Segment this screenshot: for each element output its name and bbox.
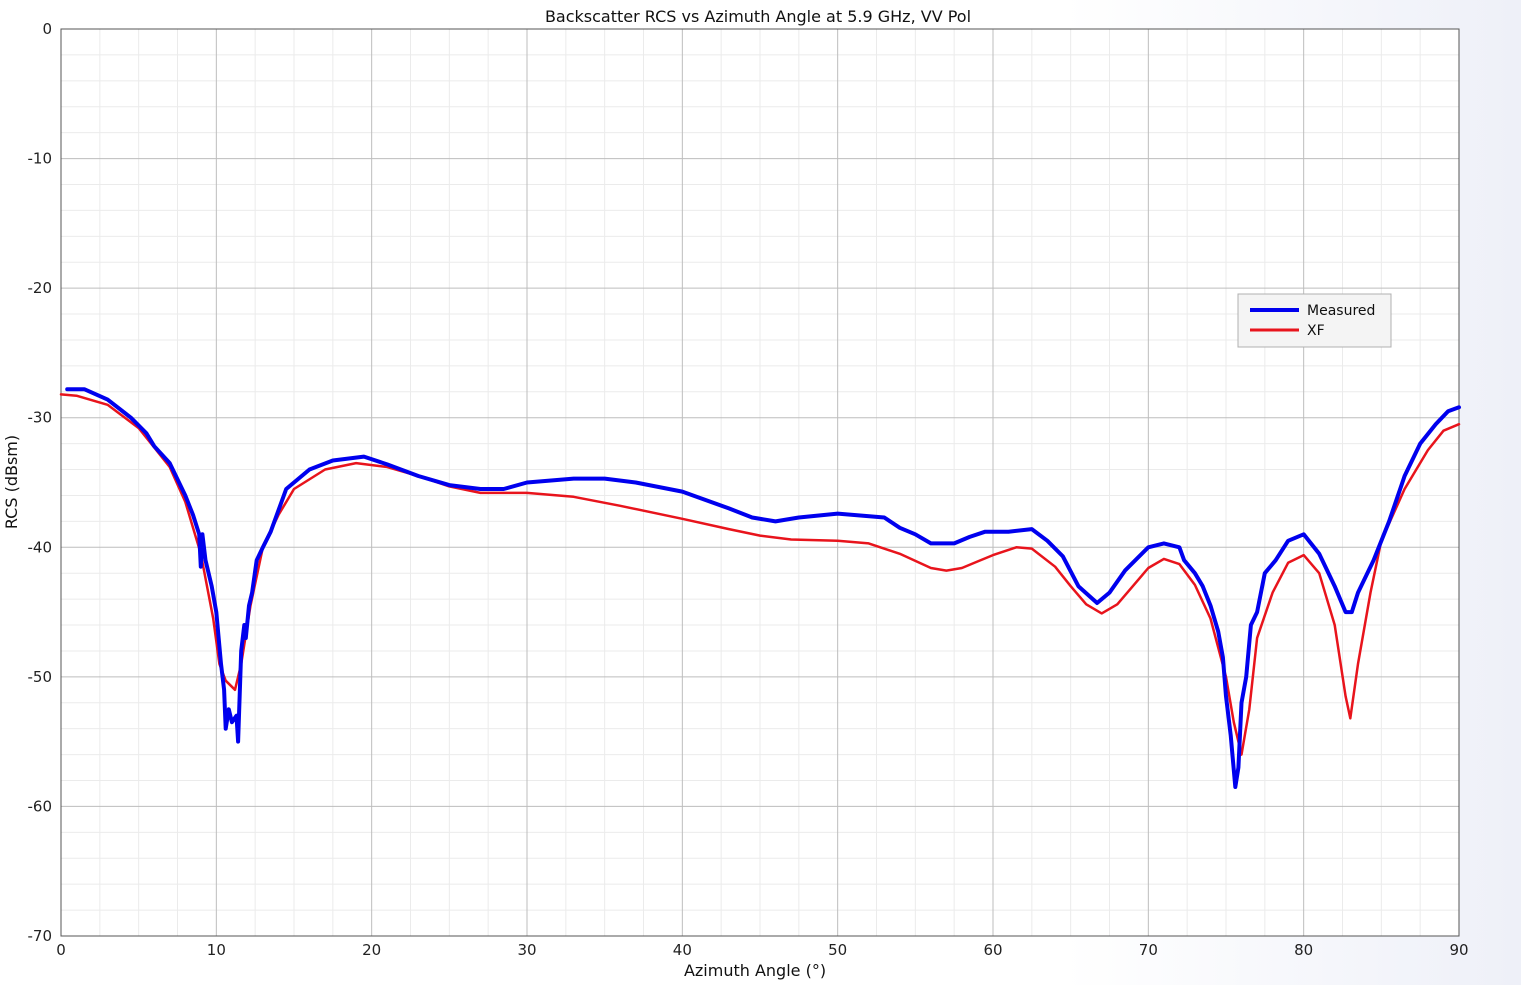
x-tick-label: 80 [1294,941,1313,959]
x-tick-label: 60 [983,941,1002,959]
y-tick-label: -40 [28,538,53,556]
series-line-measured [65,387,1461,789]
plot-frame [60,28,1460,937]
y-axis-ticks: 0 -10 -20 -30 -40 -50 -60 -70 [28,20,53,945]
x-tick-label: 20 [362,941,381,959]
x-axis-label: Azimuth Angle (°) [684,961,826,980]
x-tick-label: 10 [207,941,226,959]
series-layer [59,387,1461,789]
legend-label-xf: XF [1307,323,1325,339]
y-tick-label: -70 [28,927,53,945]
y-tick-label: 0 [42,20,52,38]
x-tick-label: 70 [1139,941,1158,959]
x-tick-label: 30 [517,941,536,959]
legend: Measured XF [1237,293,1392,348]
x-tick-label: 90 [1449,941,1468,959]
legend-box [1237,293,1392,348]
x-tick-label: 0 [56,941,66,959]
x-tick-label: 50 [828,941,847,959]
x-axis-ticks: 0 10 20 30 40 50 60 70 80 90 [56,941,1468,959]
y-axis-label: RCS (dBsm) [2,435,21,529]
legend-label-measured: Measured [1307,303,1375,319]
y-tick-label: -30 [28,409,53,427]
series-line-xf [59,393,1461,756]
y-tick-label: -10 [28,150,53,168]
y-tick-label: -50 [28,668,53,686]
y-tick-label: -60 [28,797,53,815]
chart-title: Backscatter RCS vs Azimuth Angle at 5.9 … [545,7,971,26]
x-tick-label: 40 [673,941,692,959]
y-tick-label: -20 [28,279,53,297]
